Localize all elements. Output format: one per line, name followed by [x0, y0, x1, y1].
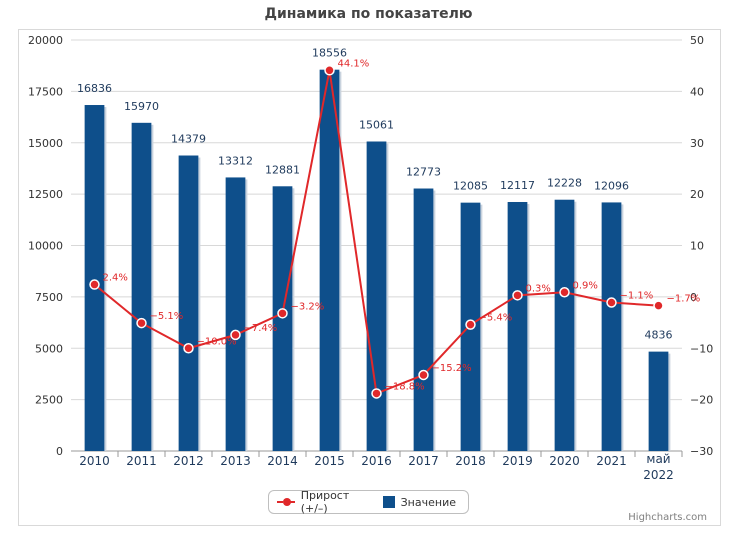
- y-right-tick-label: 30: [690, 137, 704, 150]
- line-point: [559, 287, 570, 298]
- y-left-tick-label: 15000: [28, 137, 63, 150]
- x-tick-label: 2011: [126, 454, 157, 468]
- y-left-tick-label: 12500: [28, 188, 63, 201]
- bar: [413, 188, 434, 452]
- bar: [319, 69, 340, 452]
- bar: [648, 351, 669, 451]
- bar-data-label: 15970: [124, 100, 159, 113]
- line-point: [230, 329, 241, 341]
- chart-frame: [18, 29, 721, 526]
- bar-data-label: 18556: [312, 47, 347, 60]
- line-point: [606, 297, 617, 308]
- x-tick-label: 2013: [220, 454, 251, 468]
- x-tick-label: 2010: [79, 454, 110, 468]
- y-left-tick-label: 17500: [28, 85, 63, 98]
- y-left-tick-label: 5000: [35, 342, 63, 355]
- line-point: [653, 300, 664, 311]
- legend-label-value: Значение: [400, 495, 456, 509]
- legend-label-growth: Прирост (+/–): [300, 489, 350, 515]
- y-right-tick-label: −20: [690, 394, 713, 407]
- bar: [178, 155, 199, 452]
- y-right-tick-label: 0: [690, 291, 697, 304]
- x-tick-label: май: [646, 452, 670, 466]
- line-data-label: −7.4%: [244, 323, 278, 334]
- line-data-label: −5.4%: [479, 313, 513, 324]
- y-left-tick-label: 2500: [35, 394, 63, 407]
- y-left-tick-label: 10000: [28, 240, 63, 253]
- line-data-label: −5.1%: [150, 311, 184, 322]
- y-left-tick-label: 20000: [28, 34, 63, 47]
- line-point: [136, 317, 147, 329]
- bar-data-label: 12228: [547, 177, 582, 190]
- y-left-tick-label: 0: [56, 445, 63, 458]
- bar-data-label: 12096: [594, 179, 629, 192]
- bar-data-label: 16836: [77, 82, 112, 95]
- x-tick-label: 2016: [361, 454, 392, 468]
- x-tick-label: 2015: [314, 454, 345, 468]
- bar: [601, 202, 622, 451]
- bar: [131, 122, 152, 451]
- line-data-label: −18.8%: [385, 381, 425, 392]
- x-tick-label: 2019: [502, 454, 533, 468]
- legend: Прирост (+/–) Значение: [268, 489, 469, 515]
- y-right-tick-label: 10: [690, 240, 704, 253]
- bar: [225, 177, 246, 451]
- x-tick-label: 2021: [596, 454, 627, 468]
- line-data-label: 0.9%: [573, 280, 598, 291]
- y-right-tick-label: 50: [690, 34, 704, 47]
- x-tick-label: 2017: [408, 454, 439, 468]
- line-point: [418, 369, 429, 381]
- bar-data-label: 14379: [171, 133, 206, 146]
- x-tick-label: 2014: [267, 454, 298, 468]
- line-point: [324, 65, 335, 76]
- legend-item-growth[interactable]: Прирост (+/–): [277, 489, 371, 515]
- line-data-label: −15.2%: [432, 363, 472, 374]
- line-data-label: −1.1%: [620, 291, 654, 302]
- line-data-label: −10.0%: [197, 336, 237, 347]
- bar-data-label: 12881: [265, 163, 300, 176]
- line-data-label: 2.4%: [103, 273, 128, 284]
- line-data-label: 0.3%: [526, 283, 551, 294]
- x-tick-label: 2020: [549, 454, 580, 468]
- line-point: [89, 279, 100, 290]
- bar: [366, 141, 387, 451]
- x-tick-label: 2018: [455, 454, 486, 468]
- line-point: [183, 343, 194, 354]
- line-point: [512, 290, 523, 301]
- bar: [507, 201, 528, 451]
- credits-link[interactable]: Highcharts.com: [628, 512, 707, 523]
- bar-data-label: 13312: [218, 154, 253, 167]
- bar-data-label: 15061: [359, 118, 394, 131]
- line-point: [465, 319, 476, 330]
- bar-data-label: 12117: [500, 179, 535, 192]
- legend-line-marker-icon: [277, 497, 295, 507]
- bar-data-label: 4836: [645, 329, 673, 342]
- legend-item-value[interactable]: Значение: [382, 495, 456, 509]
- x-tick-label: 2022: [643, 468, 674, 482]
- line-data-label: −1.7%: [667, 294, 701, 305]
- y-right-tick-label: 40: [690, 85, 704, 98]
- bar: [272, 186, 293, 451]
- y-right-tick-label: −10: [690, 342, 713, 355]
- line-data-label: 44.1%: [338, 58, 370, 69]
- y-right-tick-label: −30: [690, 445, 713, 458]
- bar: [554, 199, 575, 451]
- line-point: [371, 388, 382, 399]
- line-data-label: −3.2%: [291, 301, 325, 312]
- legend-bar-marker-icon: [382, 496, 395, 508]
- y-left-tick-label: 7500: [35, 291, 63, 304]
- x-tick-label: 2012: [173, 454, 204, 468]
- line-point: [277, 308, 288, 319]
- chart-title: Динамика по показателю: [264, 6, 473, 22]
- bar: [84, 105, 105, 451]
- bar-data-label: 12773: [406, 166, 441, 179]
- y-right-tick-label: 20: [690, 188, 704, 201]
- bar-data-label: 12085: [453, 180, 488, 193]
